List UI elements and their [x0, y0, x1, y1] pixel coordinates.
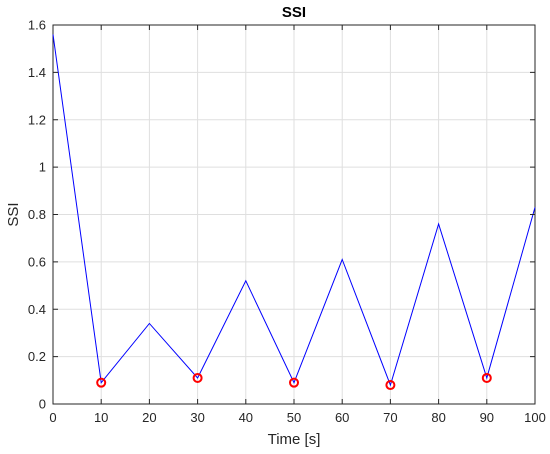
y-tick-label: 0.4: [28, 302, 46, 317]
y-axis-label: SSI: [5, 202, 22, 226]
y-tick-label: 1.2: [28, 112, 46, 127]
y-tick-label: 1.4: [28, 65, 46, 80]
minimum-marker: [385, 380, 396, 391]
y-tick-label: 1: [39, 160, 46, 175]
ssi-series-line: [52, 34, 536, 387]
minimum-marker: [96, 377, 107, 388]
minimum-marker: [481, 372, 492, 383]
y-tick-label: 0.6: [28, 254, 46, 269]
x-tick-label: 70: [383, 410, 397, 425]
x-tick-label: 30: [190, 410, 204, 425]
x-tick-label: 60: [335, 410, 349, 425]
x-tick-label: 20: [142, 410, 156, 425]
minimum-marker: [289, 377, 299, 388]
x-tick-label: 90: [480, 410, 494, 425]
x-tick-label: 80: [431, 410, 445, 425]
y-tick-label: 0.8: [28, 207, 46, 222]
y-tick-label: 0: [39, 397, 46, 412]
x-axis-label: Time [s]: [268, 431, 321, 448]
plot-area: [52, 34, 536, 391]
y-tick-label: 0.2: [28, 349, 46, 364]
x-tick-label: 50: [287, 410, 301, 425]
x-tick-label: 10: [94, 410, 108, 425]
grid: [52, 24, 536, 405]
x-tick-label: 0: [49, 410, 56, 425]
y-tick-label: 1.6: [28, 18, 46, 33]
chart-title: SSI: [282, 4, 306, 21]
tick-labels: 0 10 20 30 40 50 60 70 80 90 100 0 0.2 0.4 0.6 0.8 1 1.2 1…: [28, 18, 546, 426]
x-tick-label: 40: [239, 410, 253, 425]
x-tick-label: 100: [524, 410, 546, 425]
minimum-marker: [192, 372, 203, 383]
